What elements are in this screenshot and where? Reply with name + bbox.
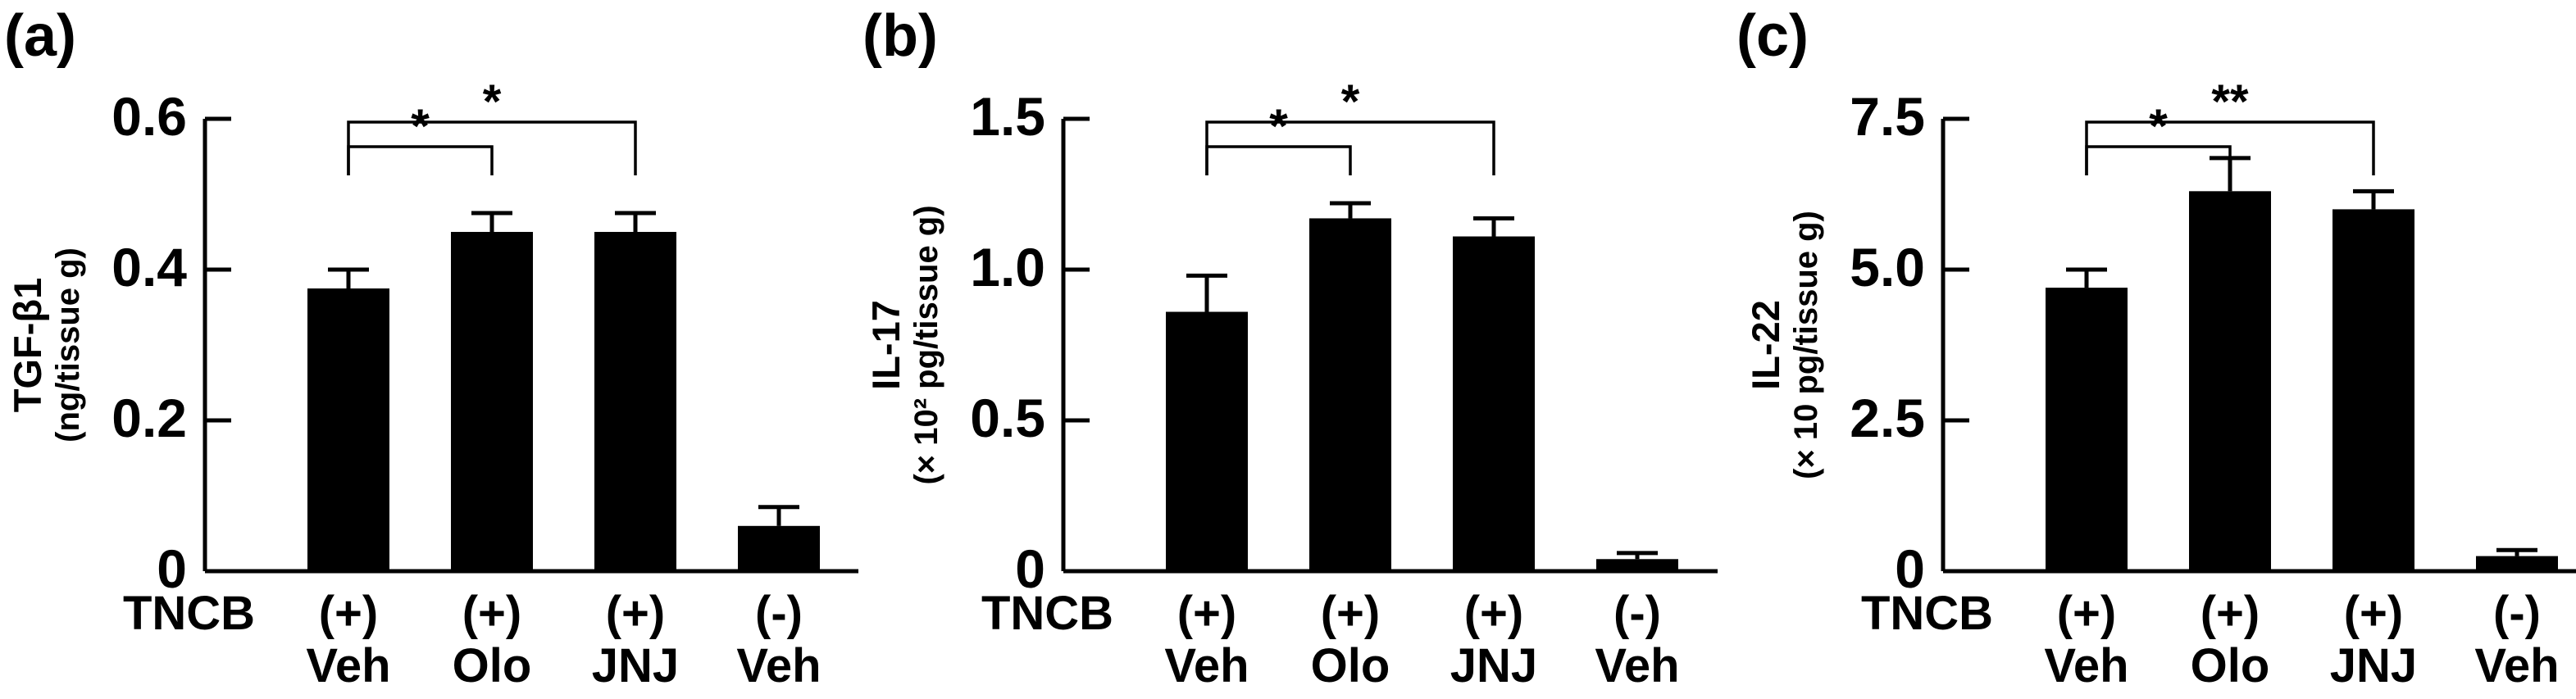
- svg-text:(a): (a): [4, 3, 76, 69]
- svg-text:TNCB: TNCB: [123, 588, 255, 640]
- svg-text:1.5: 1.5: [971, 86, 1046, 147]
- svg-text:Veh: Veh: [736, 640, 821, 692]
- svg-text:Olo: Olo: [2190, 640, 2269, 692]
- svg-text:*: *: [2149, 101, 2168, 153]
- svg-text:TNCB: TNCB: [981, 588, 1113, 640]
- svg-text:JNJ: JNJ: [592, 640, 679, 692]
- svg-text:(+): (+): [319, 588, 378, 640]
- svg-text:5.0: 5.0: [1850, 237, 1925, 297]
- svg-text:(+): (+): [1321, 588, 1380, 640]
- svg-text:(× 10 pg/tissue g): (× 10 pg/tissue g): [1788, 211, 1824, 479]
- svg-text:(+): (+): [2343, 588, 2402, 640]
- svg-text:TNCB: TNCB: [1861, 588, 1993, 640]
- svg-text:0.2: 0.2: [112, 388, 187, 448]
- svg-text:(-): (-): [755, 588, 803, 640]
- svg-text:Veh: Veh: [2044, 640, 2128, 692]
- svg-text:TGF-β1: TGF-β1: [6, 278, 49, 412]
- svg-text:(+): (+): [1464, 588, 1523, 640]
- svg-text:Veh: Veh: [306, 640, 390, 692]
- svg-text:Olo: Olo: [1311, 640, 1390, 692]
- svg-text:Veh: Veh: [1595, 640, 1680, 692]
- svg-text:(b): (b): [862, 3, 938, 69]
- svg-text:0.5: 0.5: [971, 388, 1046, 448]
- svg-text:(-): (-): [2493, 588, 2541, 640]
- svg-text:0.4: 0.4: [112, 237, 187, 297]
- svg-text:(× 10² pg/tissue g): (× 10² pg/tissue g): [908, 205, 944, 484]
- svg-text:*: *: [411, 101, 430, 153]
- svg-text:(+): (+): [1177, 588, 1236, 640]
- svg-text:JNJ: JNJ: [2329, 640, 2416, 692]
- svg-text:*: *: [483, 76, 502, 129]
- svg-text:0.6: 0.6: [112, 86, 187, 147]
- svg-text:(+): (+): [606, 588, 665, 640]
- svg-text:(-): (-): [1613, 588, 1661, 640]
- svg-text:IL-17: IL-17: [864, 300, 908, 390]
- svg-text:(+): (+): [2056, 588, 2115, 640]
- svg-text:IL-22: IL-22: [1744, 300, 1787, 390]
- svg-text:*: *: [1341, 76, 1360, 129]
- svg-text:2.5: 2.5: [1850, 388, 1925, 448]
- svg-text:7.5: 7.5: [1850, 86, 1925, 147]
- svg-text:(+): (+): [2200, 588, 2259, 640]
- svg-text:Veh: Veh: [1165, 640, 1249, 692]
- svg-text:(+): (+): [462, 588, 521, 640]
- svg-text:1.0: 1.0: [971, 237, 1046, 297]
- svg-text:**: **: [2211, 76, 2249, 129]
- svg-text:Veh: Veh: [2474, 640, 2559, 692]
- svg-text:(ng/tissue g): (ng/tissue g): [50, 247, 86, 443]
- svg-text:(c): (c): [1736, 3, 1809, 69]
- svg-text:JNJ: JNJ: [1450, 640, 1537, 692]
- svg-text:Olo: Olo: [453, 640, 532, 692]
- svg-text:*: *: [1270, 101, 1289, 153]
